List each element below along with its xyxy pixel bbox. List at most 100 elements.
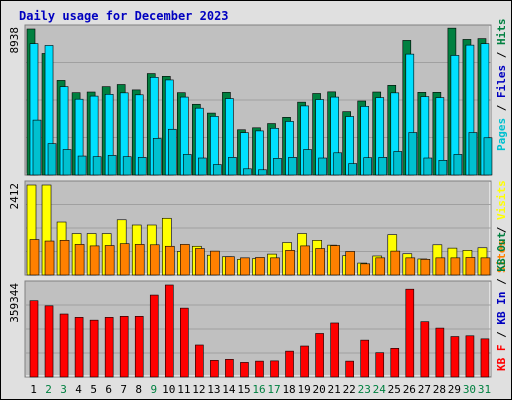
bar-mid-sites: [360, 263, 371, 276]
bar-top-pages: [393, 151, 403, 176]
bar-bot-kb-f: [420, 321, 430, 378]
bar-top-pages: [318, 157, 327, 176]
tick-label-day: 19: [297, 383, 310, 396]
y-max-label-top: 8938: [8, 27, 21, 54]
bar-bot-kb-f: [270, 360, 279, 378]
bar-top-pages: [303, 149, 312, 176]
bar-top-pages: [363, 157, 373, 176]
y-max-label-mid: 2412: [8, 183, 21, 210]
bar-bot-kb-f: [195, 344, 204, 378]
bar-mid-sites: [300, 245, 310, 276]
tick-label-day: 4: [75, 383, 82, 396]
bar-top-pages: [167, 128, 177, 176]
bar-bot-kb-f: [390, 348, 400, 378]
legend-bot: KB F / KB In / KB Out: [495, 232, 508, 371]
tick-label-day: 9: [150, 383, 157, 396]
bar-mid-sites: [465, 257, 476, 276]
bar-mid-sites: [285, 250, 295, 276]
bar-mid-sites: [270, 257, 280, 276]
tick-label-day: 27: [418, 383, 431, 396]
bar-top-pages: [483, 137, 493, 176]
bar-bot-kb-f: [480, 338, 490, 378]
bar-top-pages: [333, 152, 342, 176]
bar-mid-sites: [104, 245, 115, 276]
bar-top-pages: [288, 157, 297, 176]
bar-bot-kb-f: [450, 336, 460, 378]
y-max-label-bot: 359344: [8, 283, 21, 323]
bar-bot-kb-f: [119, 316, 129, 378]
bar-bot-kb-f: [285, 350, 294, 378]
bar-mid-sites: [225, 256, 235, 276]
bar-mid-sites: [149, 244, 160, 276]
bar-top-pages: [183, 154, 192, 176]
bar-bot-kb-f: [375, 352, 385, 378]
bar-bot-kb-f: [240, 362, 249, 378]
legend-entry: /: [495, 220, 508, 240]
bar-mid-sites: [435, 257, 446, 276]
bar-top-pages: [348, 163, 357, 176]
tick-label-day: 11: [177, 383, 190, 396]
legend-entry: Pages: [495, 118, 508, 151]
tick-label-day: 1: [30, 383, 37, 396]
bar-bot-kb-f: [405, 288, 415, 378]
tick-label-day: 10: [162, 383, 175, 396]
bar-top-pages: [137, 157, 147, 176]
bar-bot-kb-f: [44, 305, 54, 378]
tick-label-day: 12: [192, 383, 205, 396]
tick-label-day: 18: [282, 383, 295, 396]
legend-entry: /: [495, 325, 508, 345]
bar-top-pages: [198, 157, 207, 176]
bar-bot-kb-f: [345, 360, 354, 378]
bar-bot-kb-f: [164, 284, 174, 378]
legend-entry: /: [495, 45, 508, 65]
bar-bot-kb-f: [330, 322, 339, 378]
bar-top-pages: [468, 132, 478, 176]
legend-entry: Visits: [495, 180, 508, 220]
bar-mid-sites: [74, 244, 85, 276]
bar-bot-kb-f: [180, 307, 189, 378]
bar-mid-sites: [44, 240, 55, 276]
bar-top-pages: [152, 138, 162, 176]
legend-entry: KB Out: [495, 232, 508, 272]
bar-top-pages: [453, 154, 463, 176]
bar-mid-sites: [195, 248, 205, 276]
bar-bot-kb-f: [149, 294, 159, 378]
bar-bot-kb-f: [74, 317, 84, 378]
tick-label-day: 7: [120, 383, 127, 396]
bar-top-pages: [228, 157, 237, 176]
tick-label-day: 20: [313, 383, 326, 396]
chart-title: Daily usage for December 2023: [19, 9, 229, 23]
bar-top-pages: [408, 132, 418, 176]
bar-top-pages: [213, 164, 222, 176]
bar-top-pages: [258, 169, 267, 176]
bar-top-pages: [62, 149, 72, 176]
bar-bot-kb-f: [89, 319, 99, 378]
legend-entry: KB In: [495, 292, 508, 325]
bar-bot-kb-f: [210, 360, 219, 378]
tick-label-day: 29: [448, 383, 461, 396]
legend-entry: Files: [495, 65, 508, 98]
bar-mid-sites: [59, 239, 70, 276]
bar-bot-kb-f: [29, 300, 39, 378]
bar-bot-kb-f: [59, 313, 69, 378]
bar-bot-kb-f: [104, 317, 114, 378]
tick-label-day: 28: [433, 383, 446, 396]
legend-entry: Sites: [495, 240, 508, 273]
bar-top-files: [255, 130, 264, 176]
tick-label-day: 26: [403, 383, 416, 396]
bar-bot-kb-f: [360, 339, 370, 378]
bar-top-pages: [423, 157, 433, 176]
bar-top-pages: [77, 155, 87, 176]
bar-bot-kb-f: [315, 333, 324, 378]
bar-top-pages: [243, 168, 252, 176]
bar-top-pages: [438, 159, 448, 176]
bar-mid-sites: [480, 257, 491, 276]
bar-top-pages: [107, 155, 117, 176]
tick-label-day: 13: [207, 383, 220, 396]
legend-top: Pages / Files / Hits: [495, 19, 508, 152]
bar-mid-sites: [210, 250, 220, 276]
tick-label-day: 25: [388, 383, 401, 396]
bar-top-pages: [378, 157, 388, 176]
legend-entry: Hits: [495, 19, 508, 46]
